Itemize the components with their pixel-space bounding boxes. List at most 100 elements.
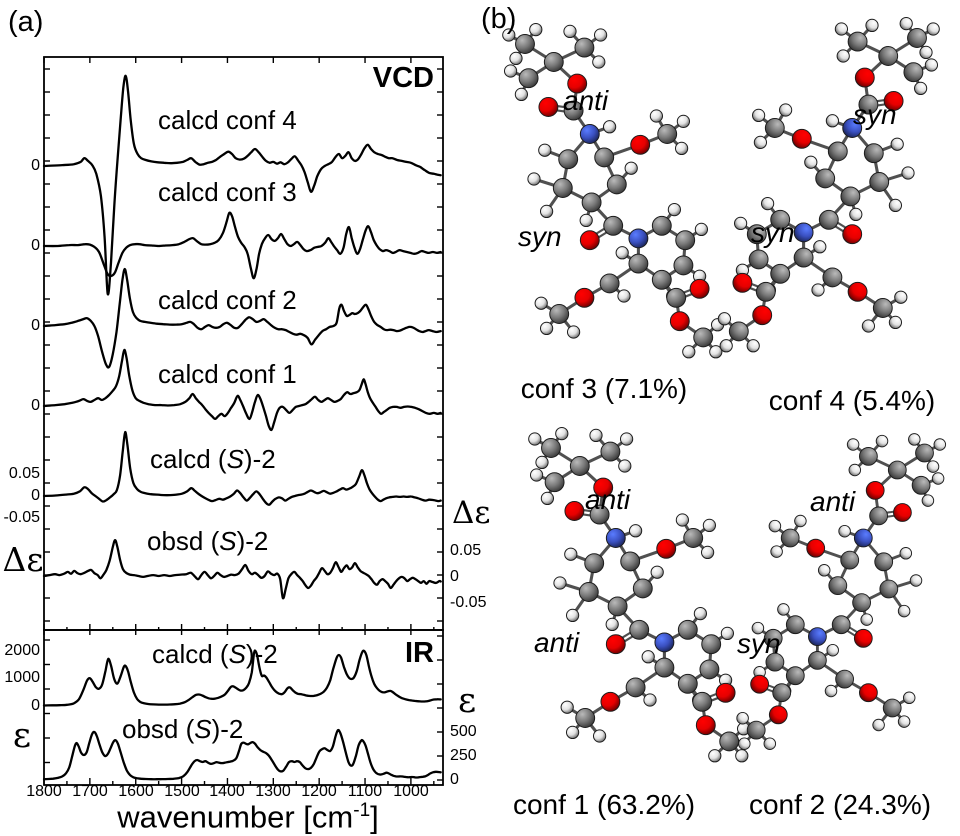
vcd-panel-title: VCD — [372, 62, 434, 94]
h-atom — [931, 472, 945, 485]
h-atom — [667, 202, 682, 217]
conf3-caption: conf 3 (7.1%) — [520, 373, 688, 404]
o-atom — [806, 538, 826, 558]
trace-label-italic: S — [219, 526, 237, 556]
h-atom — [539, 204, 554, 219]
h-atom — [751, 621, 765, 635]
o-atom — [600, 691, 621, 712]
h-atom — [824, 684, 838, 698]
x-tick-label: 1100 — [347, 783, 383, 800]
h-atom — [717, 312, 732, 326]
h-atom — [804, 155, 818, 169]
h-atom — [834, 22, 849, 36]
trace-label-obsd-s2: obsd (S)-2 — [147, 528, 268, 554]
conf2-structure — [736, 433, 947, 750]
c-atom — [578, 582, 599, 602]
c-atom — [651, 269, 672, 290]
h-atom — [708, 749, 722, 763]
h-atom — [674, 141, 689, 156]
h-atom — [836, 49, 850, 63]
c-atom — [541, 438, 561, 458]
y-tick-label-left: 1000 — [4, 669, 40, 686]
c-atom — [915, 443, 934, 463]
h-atom — [720, 626, 735, 641]
c-atom — [569, 456, 590, 476]
h-atom — [700, 545, 715, 560]
c-atom — [543, 52, 564, 72]
h-atom — [733, 216, 748, 231]
o-atom — [768, 705, 788, 725]
x-axis-label-sup: -1 — [353, 800, 371, 821]
y-tick-label-left: 0 — [31, 397, 40, 414]
h-atom — [751, 108, 766, 123]
h-atom — [514, 87, 529, 102]
h-atom — [817, 564, 831, 577]
x-tick-label: 1800 — [26, 783, 62, 800]
o-atom — [567, 73, 588, 94]
x-axis-label: wavenumber [cm-1] — [48, 801, 448, 832]
h-atom — [702, 518, 717, 533]
y-tick-label-right: 0.05 — [450, 542, 482, 559]
y-tick-label-left: 2000 — [4, 642, 40, 659]
h-atom — [849, 207, 863, 222]
spectrum-trace — [42, 649, 442, 707]
c-atom — [793, 247, 814, 268]
c-atom — [822, 267, 843, 288]
trace-label-calcd-s2: calcd (S)-2 — [150, 446, 276, 472]
c-atom — [785, 666, 805, 686]
h-atom — [650, 565, 664, 579]
y-tick-label-right: 0 — [450, 568, 459, 585]
h-atom — [926, 22, 940, 36]
c-atom — [879, 579, 899, 599]
c-atom — [544, 472, 565, 493]
c-atom — [701, 634, 722, 655]
c-atom — [606, 174, 627, 195]
c-atom — [563, 100, 584, 121]
o-atom — [605, 634, 626, 655]
c-atom — [785, 615, 805, 635]
h-atom — [921, 494, 935, 507]
h-atom — [888, 198, 903, 213]
o-atom — [593, 477, 614, 498]
h-atom — [617, 289, 631, 303]
c-atom — [815, 168, 836, 189]
c-atom — [764, 118, 785, 138]
c-atom — [600, 441, 621, 462]
c-atom — [770, 263, 791, 284]
h-atom — [897, 715, 911, 728]
o-atom — [859, 683, 878, 703]
x-tick-label: 1200 — [301, 783, 337, 800]
c-atom — [847, 31, 868, 52]
h-atom — [846, 438, 860, 451]
c-atom — [852, 593, 871, 612]
h-atom — [719, 339, 733, 353]
y-tick-label-left: -0.05 — [3, 509, 40, 526]
h-atom — [529, 22, 543, 37]
c-atom — [677, 673, 698, 694]
h-atom — [875, 434, 889, 448]
h-atom — [592, 55, 606, 69]
h-atom — [709, 345, 723, 359]
x-tick-label: 1600 — [118, 783, 154, 800]
y-tick-label-right: -0.05 — [450, 594, 487, 611]
h-atom — [618, 459, 632, 473]
c-atom — [887, 460, 907, 480]
trace-label-ir-calcd: calcd (S)-2 — [152, 641, 278, 667]
c-atom — [770, 209, 791, 230]
h-atom — [615, 246, 629, 260]
c-atom — [589, 504, 610, 525]
ir-right-axis-symbol: ε — [458, 681, 477, 721]
panel-a-label: (a) — [8, 6, 44, 38]
c-atom — [863, 143, 884, 164]
h-atom — [605, 617, 619, 632]
h-atom — [560, 700, 574, 714]
c-atom — [692, 691, 713, 712]
o-atom — [579, 230, 600, 251]
h-atom — [926, 460, 940, 473]
h-atom — [908, 433, 921, 446]
x-tick-label: 1400 — [209, 783, 245, 800]
h-atom — [933, 438, 947, 451]
trace-label-conf2: calcd conf 2 — [158, 287, 297, 313]
